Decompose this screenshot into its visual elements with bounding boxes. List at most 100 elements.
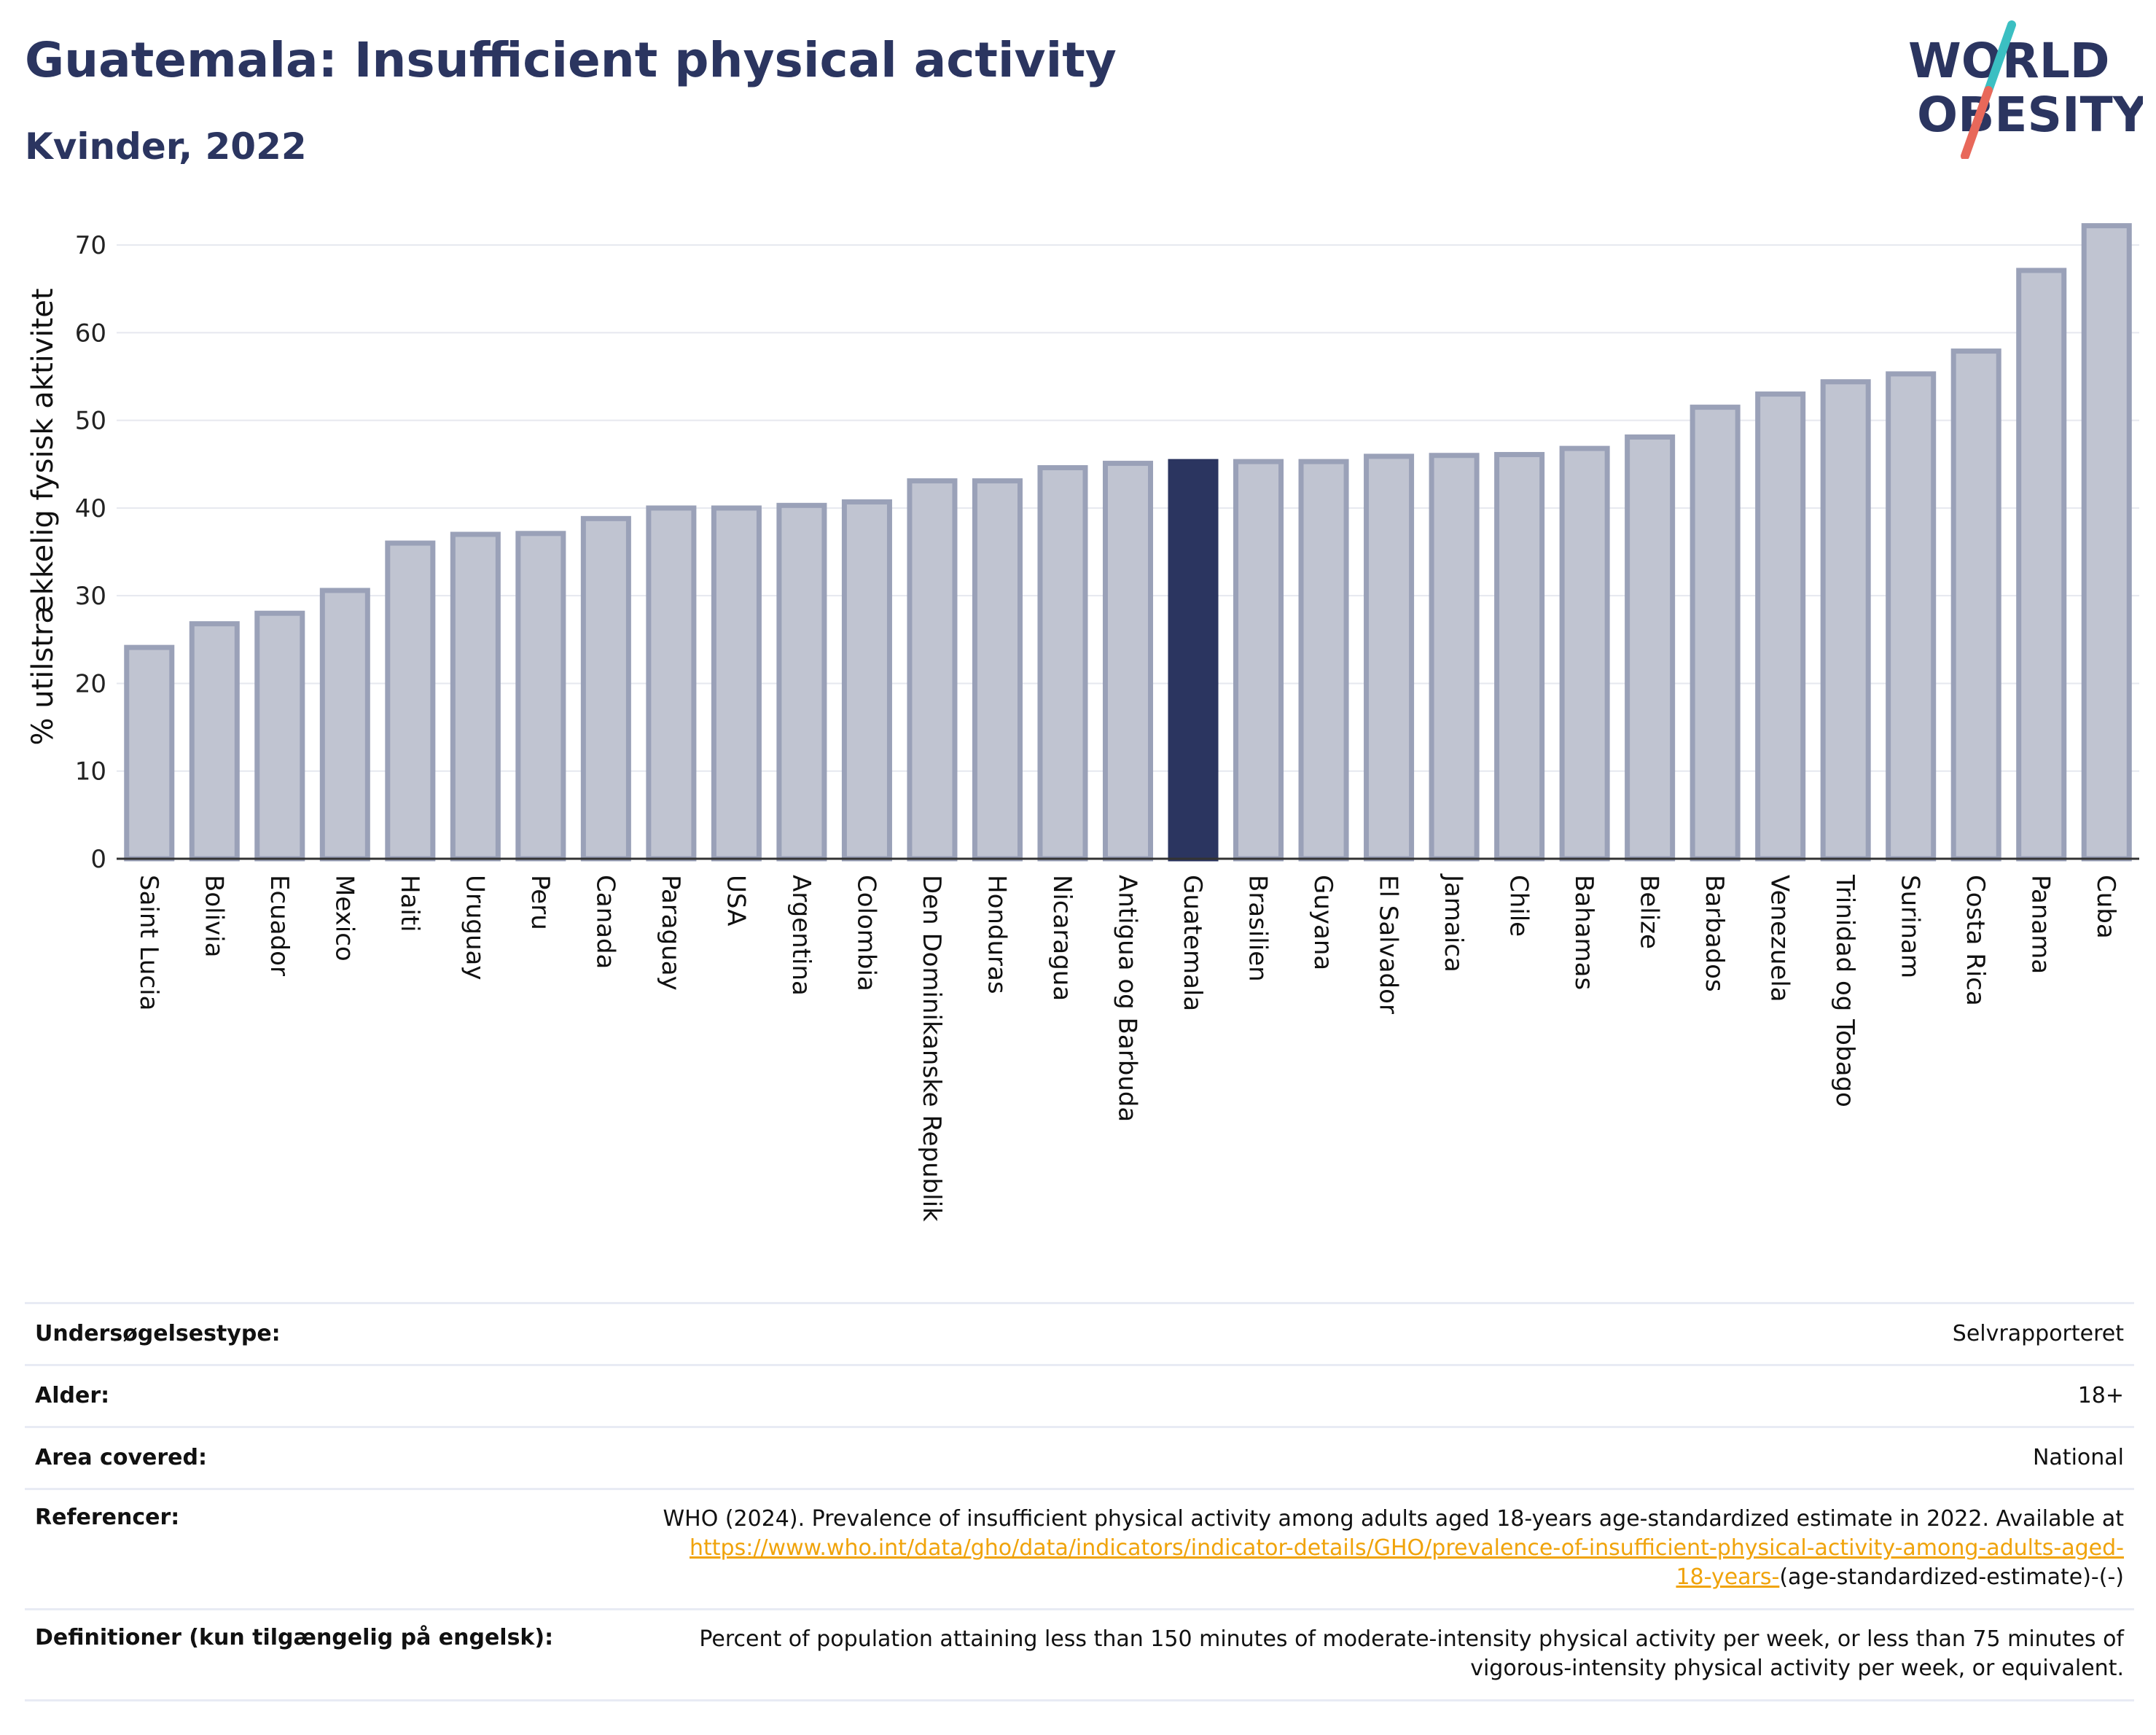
x-tick-label: Colombia [851, 875, 880, 991]
bar-peru [515, 531, 566, 862]
meta-row-area: Area covered: National [25, 1426, 2134, 1489]
definitions-value: Percent of population attaining less tha… [599, 1608, 2134, 1701]
bar-mexico [319, 588, 370, 862]
x-tick-label: Honduras [982, 875, 1011, 994]
bar-trinidad-og-tobago [1820, 379, 1871, 862]
definition-line: vigorous-intensity physical activity per… [1470, 1656, 2124, 1681]
meta-value: 18+ [599, 1364, 2134, 1427]
meta-label: Area covered: [25, 1426, 599, 1489]
bar-den-dominikanske-republik [907, 478, 958, 862]
bar-belize [1625, 434, 1676, 862]
x-tick-label: Chile [1504, 875, 1534, 937]
y-tick-label: 50 [75, 407, 106, 436]
page-subtitle: Kvinder, 2022 [25, 125, 307, 168]
bar-usa [711, 505, 762, 862]
page-title: Guatemala: Insufficient physical activit… [25, 32, 1117, 88]
y-axis-label: % utilstrækkelig fysisk aktivitet [26, 288, 60, 745]
bar-surinam [1886, 371, 1937, 862]
meta-row-age: Alder: 18+ [25, 1364, 2134, 1427]
y-axis-ticks: 0 10 20 30 40 50 60 70 [75, 231, 106, 874]
x-tick-label: Den Dominikanske Republik [917, 875, 946, 1222]
x-tick-label: Saint Lucia [134, 875, 163, 1010]
meta-label: Undersøgelsestype: [25, 1302, 599, 1365]
x-tick-label: Bolivia [199, 875, 228, 957]
references-value: WHO (2024). Prevalence of insufficient p… [599, 1488, 2134, 1610]
bar-colombia [841, 499, 892, 862]
bar-el-salvador [1364, 453, 1415, 862]
meta-value: Selvrapporteret [599, 1302, 2134, 1365]
x-tick-label: Canada [590, 875, 620, 969]
bar-haiti [385, 540, 436, 862]
metadata-table: Undersøgelsestype: Selvrapporteret Alder… [25, 1302, 2134, 1701]
bar-bahamas [1559, 445, 1610, 862]
bar-brasilien [1233, 459, 1284, 862]
bar-cuba [2081, 223, 2132, 862]
x-tick-label: Bahamas [1569, 875, 1598, 990]
bar-saint-lucia [124, 644, 175, 862]
y-tick-label: 0 [90, 845, 106, 874]
x-tick-label: Peru [526, 875, 555, 930]
logo-slash-top [1984, 20, 2016, 95]
x-tick-label: Belize [1635, 875, 1664, 949]
y-tick-label: 10 [75, 757, 106, 787]
x-tick-label: Paraguay [656, 875, 685, 991]
x-tick-label: Jamaica [1439, 873, 1468, 972]
world-obesity-logo: WORLD OBESITY [1908, 20, 2143, 159]
meta-row-references: Referencer: WHO (2024). Prevalence of in… [25, 1488, 2134, 1610]
reference-link-cont[interactable]: 18-years- [1676, 1564, 1780, 1590]
bar-barbados [1690, 405, 1741, 862]
x-tick-label: Costa Rica [1961, 875, 1990, 1006]
bar-honduras [972, 478, 1023, 862]
y-tick-label: 70 [75, 231, 106, 260]
x-tick-label: Venezuela [1765, 875, 1794, 1002]
x-tick-label: Guatemala [1178, 875, 1207, 1011]
bar-chart: 0 10 20 30 40 50 60 70 Saint Lucia Bolivia Ecuado… [26, 223, 2139, 1222]
x-tick-label: USA [721, 875, 750, 926]
bar-guatemala [1168, 459, 1219, 862]
y-tick-label: 40 [75, 494, 106, 523]
bar-bolivia [189, 621, 240, 862]
bar-ecuador [254, 610, 305, 862]
bar-panama [2016, 268, 2067, 862]
y-tick-label: 60 [75, 319, 106, 348]
bar-jamaica [1429, 453, 1480, 862]
meta-value: National [599, 1426, 2134, 1489]
x-tick-label: Ecuador [265, 875, 294, 976]
x-tick-label: Trinidad og Tobago [1830, 874, 1859, 1107]
definition-line: Percent of population attaining less tha… [699, 1626, 2124, 1652]
x-tick-label: Uruguay [460, 875, 489, 980]
bar-paraguay [646, 505, 697, 862]
reference-suffix: (age-standardized-estimate)-(-) [1779, 1564, 2124, 1590]
meta-label: Alder: [25, 1364, 599, 1427]
bar-guyana [1298, 459, 1349, 862]
x-tick-label: Nicaragua [1047, 875, 1077, 1001]
x-tick-label: Antigua og Barbuda [1113, 875, 1142, 1122]
x-tick-label: Surinam [1896, 875, 1925, 978]
bar-venezuela [1755, 391, 1806, 862]
bar-canada [580, 515, 631, 862]
bar-chile [1494, 452, 1545, 862]
x-axis-labels: Saint Lucia Bolivia Ecuador Mexico Haiti Urug… [134, 873, 2120, 1222]
x-tick-label: Barbados [1700, 875, 1729, 992]
x-tick-label: Mexico [329, 875, 359, 962]
reference-text: WHO (2024). Prevalence of insufficient p… [663, 1506, 2124, 1532]
x-tick-label: Panama [2026, 875, 2055, 974]
x-tick-label: Guyana [1308, 875, 1337, 970]
x-tick-label: El Salvador [1374, 875, 1403, 1014]
bar-antigua-og-barbuda [1102, 461, 1154, 862]
bar-argentina [776, 502, 827, 862]
x-tick-label: Brasilien [1243, 875, 1273, 982]
reference-link[interactable]: https://www.who.int/data/gho/data/indica… [690, 1535, 2124, 1561]
meta-label: Definitioner (kun tilgængelig på engelsk… [25, 1608, 599, 1701]
x-tick-label: Haiti [395, 875, 424, 932]
meta-row-definitions: Definitioner (kun tilgængelig på engelsk… [25, 1608, 2134, 1701]
bar-nicaragua [1037, 465, 1088, 862]
y-tick-label: 30 [75, 582, 106, 611]
meta-label: Referencer: [25, 1488, 599, 1610]
x-tick-label: Argentina [786, 875, 816, 996]
bars-layer [124, 223, 2132, 862]
logo-text-obesity: OBESITY [1917, 87, 2143, 143]
x-tick-label: Cuba [2091, 875, 2120, 939]
bar-costa-rica [1950, 348, 2001, 862]
y-tick-label: 20 [75, 669, 106, 698]
